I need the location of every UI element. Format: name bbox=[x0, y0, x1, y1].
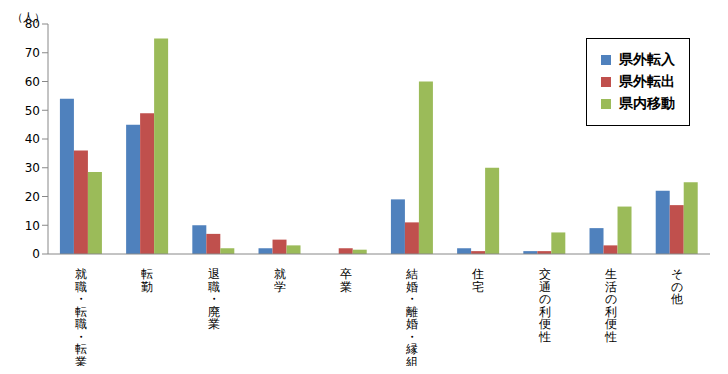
svg-text:就職・転職・転業: 就職・転職・転業 bbox=[75, 267, 87, 366]
svg-text:70: 70 bbox=[25, 46, 40, 60]
svg-text:10: 10 bbox=[25, 219, 40, 233]
svg-text:就学: 就学 bbox=[274, 267, 286, 294]
svg-text:結婚・離婚・縁組: 結婚・離婚・縁組 bbox=[405, 267, 418, 366]
svg-text:転勤: 転勤 bbox=[141, 267, 153, 294]
svg-text:生活の利便性: 生活の利便性 bbox=[604, 267, 617, 344]
svg-text:0: 0 bbox=[32, 247, 40, 261]
svg-text:50: 50 bbox=[25, 104, 40, 118]
svg-text:30: 30 bbox=[25, 161, 40, 175]
svg-text:40: 40 bbox=[25, 132, 40, 146]
svg-text:交通の利便性: 交通の利便性 bbox=[538, 267, 551, 344]
svg-text:その他: その他 bbox=[671, 267, 683, 306]
svg-text:80: 80 bbox=[25, 17, 40, 31]
svg-text:卒業: 卒業 bbox=[340, 267, 352, 294]
svg-text:退職・廃業: 退職・廃業 bbox=[208, 267, 220, 331]
svg-text:20: 20 bbox=[25, 190, 40, 204]
svg-text:60: 60 bbox=[25, 75, 40, 89]
svg-text:住宅: 住宅 bbox=[471, 267, 484, 294]
